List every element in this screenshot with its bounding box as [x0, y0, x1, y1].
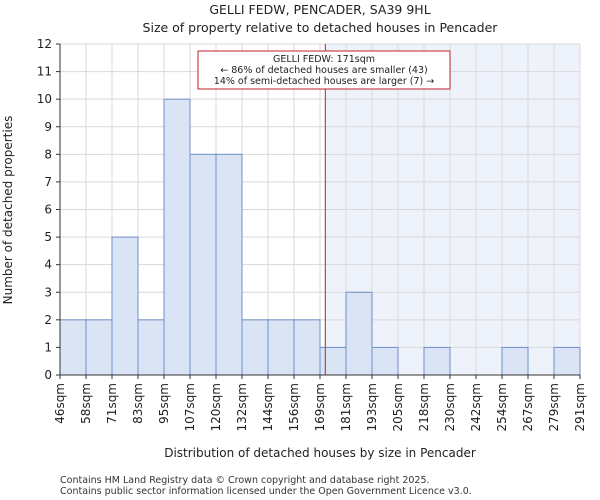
x-tick-label: 242sqm — [469, 383, 483, 431]
bar — [293, 319, 321, 376]
x-tick-label: 169sqm — [313, 383, 327, 431]
footer-line-2: Contains public sector information licen… — [60, 486, 472, 497]
plot-area: GELLI FEDW: 171sqm← 86% of detached hous… — [37, 37, 587, 431]
bar — [59, 319, 87, 376]
y-tick-label: 1 — [44, 340, 52, 354]
x-tick-label: 144sqm — [261, 383, 275, 431]
x-tick-label: 132sqm — [235, 383, 249, 431]
bar — [163, 98, 191, 376]
bar — [241, 319, 269, 376]
chart-subtitle: Size of property relative to detached ho… — [143, 20, 499, 35]
y-tick-label: 5 — [44, 230, 52, 244]
bar — [423, 346, 451, 376]
x-tick-label: 120sqm — [209, 383, 223, 431]
x-axis-label: Distribution of detached houses by size … — [164, 446, 476, 460]
annotation-line-2: ← 86% of detached houses are smaller (43… — [220, 65, 427, 76]
bar — [189, 153, 217, 376]
y-tick-label: 0 — [44, 368, 52, 382]
bar — [111, 236, 139, 376]
y-axis-label: Number of detached properties — [1, 116, 15, 305]
bar — [267, 319, 295, 376]
x-tick-label: 267sqm — [521, 383, 535, 431]
x-tick-label: 107sqm — [183, 383, 197, 431]
chart-title: GELLI FEDW, PENCADER, SA39 9HL — [209, 2, 430, 17]
x-tick-label: 291sqm — [573, 383, 587, 431]
bar — [371, 346, 399, 376]
x-tick-label: 83sqm — [131, 383, 145, 424]
y-tick-label: 11 — [37, 65, 52, 79]
y-tick-label: 8 — [44, 147, 52, 161]
y-tick-label: 6 — [44, 203, 52, 217]
x-tick-label: 181sqm — [339, 383, 353, 431]
y-tick-label: 12 — [37, 37, 52, 51]
y-tick-label: 4 — [44, 258, 52, 272]
x-tick-label: 254sqm — [495, 383, 509, 431]
footer-line-1: Contains HM Land Registry data © Crown c… — [60, 475, 430, 486]
annotation-box — [197, 50, 451, 90]
bar — [85, 319, 113, 376]
x-tick-label: 156sqm — [287, 383, 301, 431]
y-tick-label: 7 — [44, 175, 52, 189]
x-tick-label: 205sqm — [391, 383, 405, 431]
bar — [553, 346, 581, 376]
y-tick-label: 9 — [44, 120, 52, 134]
annotation-line-3: 14% of semi-detached houses are larger (… — [214, 76, 434, 87]
bar — [137, 319, 165, 376]
y-tick-label: 3 — [44, 285, 52, 299]
x-tick-label: 230sqm — [443, 383, 457, 431]
x-tick-label: 58sqm — [79, 383, 93, 424]
bar — [501, 346, 529, 376]
bar — [215, 153, 243, 376]
y-tick-label: 10 — [37, 92, 52, 106]
annotation-line-1: GELLI FEDW: 171sqm — [273, 54, 375, 65]
bar — [319, 346, 347, 376]
x-tick-label: 46sqm — [53, 383, 67, 424]
x-tick-label: 193sqm — [365, 383, 379, 431]
x-tick-label: 71sqm — [105, 383, 119, 424]
y-tick-label: 2 — [44, 313, 52, 327]
bar — [345, 291, 373, 376]
x-tick-label: 218sqm — [417, 383, 431, 431]
x-tick-label: 95sqm — [157, 383, 171, 424]
x-tick-label: 279sqm — [547, 383, 561, 431]
